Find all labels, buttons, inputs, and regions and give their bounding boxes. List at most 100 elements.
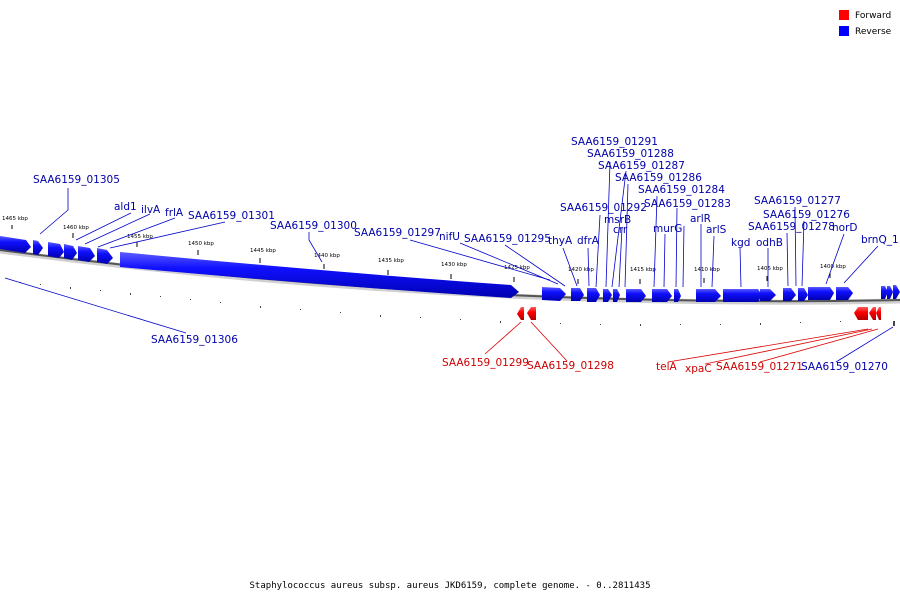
connector-line: [504, 244, 566, 287]
gene-label[interactable]: crr: [613, 224, 628, 236]
gene-label[interactable]: SAA6159_01305: [33, 174, 120, 186]
gene-label[interactable]: brnQ_1: [861, 234, 899, 246]
gene-label[interactable]: dfrA: [577, 235, 600, 247]
gene-label[interactable]: SAA6159_01297: [354, 227, 441, 239]
gene-arrow-reverse[interactable]: [603, 289, 612, 302]
gene-label[interactable]: arlS: [706, 224, 727, 236]
gene-label[interactable]: norD: [832, 222, 857, 234]
gene-label[interactable]: arlR: [690, 213, 711, 225]
gene-arrow-reverse[interactable]: [97, 248, 113, 264]
gene-label[interactable]: murG: [653, 223, 682, 235]
minor-tick: [100, 290, 101, 291]
minor-tick: [560, 323, 561, 324]
minor-tick: [70, 287, 71, 289]
gene-label[interactable]: ilvA: [141, 204, 161, 216]
legend-forward-label: Forward: [855, 11, 891, 21]
gene-arrow-reverse[interactable]: [893, 285, 900, 299]
gene-label[interactable]: SAA6159_01287: [598, 160, 685, 172]
connector-line: [611, 170, 627, 288]
gene-arrow-reverse[interactable]: [613, 289, 620, 302]
gene-label[interactable]: kgd: [731, 237, 750, 249]
connector-line: [587, 247, 590, 287]
connector-line: [618, 227, 623, 288]
minor-tick: [40, 284, 41, 285]
minor-tick: [220, 302, 221, 303]
gene-label[interactable]: SAA6159_01276: [763, 209, 850, 221]
forward-gene-labels: SAA6159_01299 SAA6159_01298 telA xpaC SA…: [442, 357, 803, 375]
gene-label[interactable]: SAA6159_01298: [527, 360, 614, 372]
gene-label[interactable]: SAA6159_01291: [571, 136, 658, 148]
legend-reverse-label: Reverse: [855, 27, 892, 37]
gene-label[interactable]: SAA6159_01292: [560, 202, 647, 214]
gene-arrow-reverse[interactable]: [571, 288, 584, 301]
gene-arrow-reverse[interactable]: [836, 287, 853, 300]
tick-label: 1430 kbp: [441, 262, 467, 268]
gene-label[interactable]: SAA6159_01288: [587, 148, 674, 160]
minor-tick: [300, 309, 301, 310]
gene-arrow-reverse[interactable]: [887, 286, 893, 299]
gene-arrow-forward[interactable]: [527, 307, 536, 320]
gene-arrow-reverse[interactable]: [542, 287, 566, 301]
gene-arrow-reverse[interactable]: [760, 289, 776, 301]
connector-line: [605, 161, 611, 288]
gene-arrow-reverse[interactable]: [798, 288, 808, 301]
forward-label-connectors: [484, 321, 879, 365]
gene-arrow-reverse[interactable]: [48, 242, 64, 258]
gene-arrow-reverse[interactable]: [587, 288, 600, 302]
gene-label[interactable]: SAA6159_01300: [270, 220, 357, 232]
gene-label[interactable]: frlA: [165, 207, 184, 219]
scale-ticks: 1465 kbp 1460 kbp 1455 kbp 1450 kbp 1445…: [2, 216, 846, 284]
gene-arrow-reverse[interactable]: [808, 287, 834, 300]
gene-arrow-reverse[interactable]: [696, 289, 721, 302]
gene-label[interactable]: SAA6159_01299: [442, 357, 529, 369]
connector-line: [663, 233, 666, 288]
gene-label[interactable]: odhB: [756, 237, 783, 249]
minor-tick: [460, 319, 461, 320]
gene-label[interactable]: telA: [656, 361, 677, 373]
gene-label[interactable]: nifU: [439, 231, 460, 243]
gene-label[interactable]: SAA6159_01271: [716, 361, 803, 373]
connector-line: [704, 328, 873, 365]
gene-label[interactable]: SAA6159_01283: [644, 198, 731, 210]
tick-label: 1405 kbp: [757, 266, 783, 272]
gene-label[interactable]: SAA6159_01284: [638, 184, 725, 196]
gene-arrow-forward[interactable]: [876, 307, 881, 320]
map-caption: Staphylococcus aureus subsp. aureus JKD6…: [250, 581, 651, 591]
connector-line: [682, 225, 685, 288]
tick-label: 1400 kbp: [820, 264, 846, 270]
gene-label[interactable]: ald1: [114, 201, 137, 213]
gene-label[interactable]: msrB: [604, 214, 631, 226]
gene-arrow-forward[interactable]: [517, 307, 524, 320]
gene-label[interactable]: SAA6159_01277: [754, 195, 841, 207]
gene-label[interactable]: SAA6159_01278: [748, 221, 835, 233]
gene-arrow-reverse[interactable]: [652, 289, 672, 302]
connector-line: [801, 220, 805, 287]
gene-label[interactable]: SAA6159_01306: [151, 334, 238, 346]
gene-arrow-forward[interactable]: [854, 307, 868, 320]
minor-tick: [260, 306, 261, 308]
gene-label[interactable]: thyA: [548, 235, 573, 247]
gene-arrow-reverse[interactable]: [674, 289, 681, 302]
gene-arrow-reverse[interactable]: [783, 288, 796, 301]
gene-arrow-reverse[interactable]: [723, 289, 762, 302]
gene-arrow-reverse[interactable]: [626, 289, 646, 302]
gene-arrow-reverse[interactable]: [120, 252, 519, 298]
connector-line: [786, 232, 789, 287]
gene-arrow-reverse[interactable]: [881, 286, 888, 299]
gene-arrow-reverse[interactable]: [33, 240, 43, 255]
minor-tick: [380, 315, 381, 317]
connector-line: [530, 321, 568, 362]
gene-arrow-reverse[interactable]: [78, 246, 95, 262]
connector-line: [459, 242, 559, 285]
gene-label[interactable]: SAA6159_01270: [801, 361, 888, 373]
connector-line: [835, 326, 894, 363]
connector-line: [843, 245, 879, 284]
gene-arrow-reverse[interactable]: [64, 244, 77, 260]
gene-label[interactable]: SAA6159_01301: [188, 210, 275, 222]
gene-label[interactable]: SAA6159_01295: [464, 233, 551, 245]
gene-label[interactable]: xpaC: [685, 363, 712, 375]
connector-line: [711, 235, 715, 288]
gene-arrow-reverse[interactable]: [0, 236, 31, 253]
gene-label[interactable]: SAA6159_01286: [615, 172, 702, 184]
gene-arrow-forward[interactable]: [869, 307, 876, 320]
